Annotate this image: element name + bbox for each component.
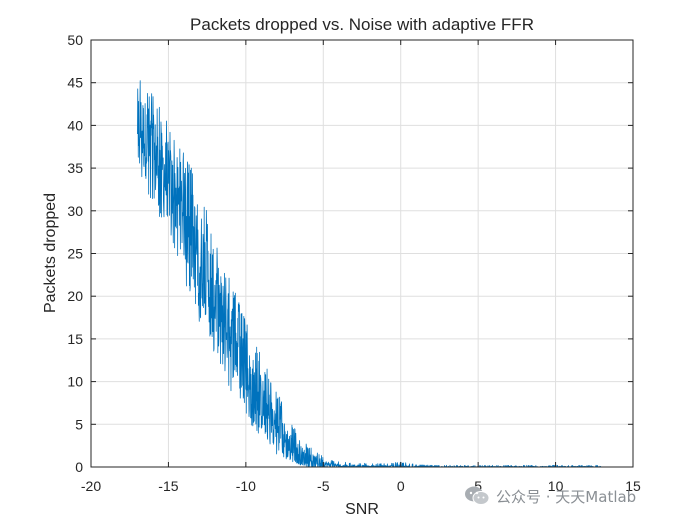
x-tick-label: -20 [81, 478, 101, 494]
y-tick-label: 35 [67, 160, 83, 176]
x-tick-label: 10 [548, 478, 564, 494]
x-tick-label: -10 [236, 478, 256, 494]
ticks: -20 -15 -10 -5 0 5 10 15 0 5 10 15 20 25 30 35 40 45 50 [67, 32, 641, 494]
x-tick-label: 15 [625, 478, 641, 494]
y-tick-label: 5 [75, 416, 83, 432]
x-axis-label: SNR [345, 501, 379, 518]
x-tick-label: 5 [474, 478, 482, 494]
y-tick-label: 45 [67, 75, 83, 91]
y-tick-label: 25 [67, 246, 83, 262]
y-tick-label: 30 [67, 203, 83, 219]
y-tick-label: 15 [67, 331, 83, 347]
y-tick-label: 20 [67, 288, 83, 304]
y-axis-label: Packets dropped [42, 193, 59, 313]
chart-title: Packets dropped vs. Noise with adaptive … [190, 15, 534, 34]
y-tick-label: 40 [67, 117, 83, 133]
watermark-text: 公众号 · 天天Matlab [496, 487, 637, 506]
y-tick-label: 10 [67, 374, 83, 390]
wechat-icon [464, 485, 490, 507]
watermark: 公众号 · 天天Matlab [464, 484, 636, 508]
y-tick-label: 0 [75, 459, 83, 475]
x-tick-label: 0 [397, 478, 405, 494]
x-tick-label: -15 [158, 478, 178, 494]
y-tick-label: 50 [67, 32, 83, 48]
x-tick-label: -5 [317, 478, 330, 494]
